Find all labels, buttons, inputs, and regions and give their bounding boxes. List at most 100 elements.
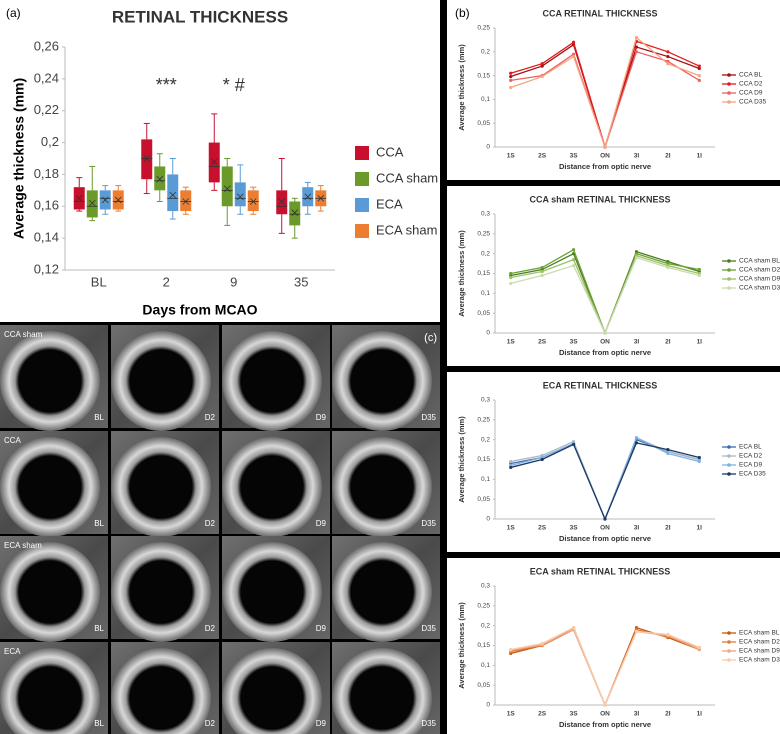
mean-marker: [317, 195, 325, 202]
eye-lens: [241, 561, 303, 623]
panel-label: (a): [6, 6, 21, 20]
point: [509, 275, 513, 280]
point: [571, 40, 576, 44]
eye-lens: [19, 350, 81, 412]
point: [666, 59, 670, 63]
x-tick-label: 9: [230, 274, 237, 289]
annotation: * #: [223, 75, 245, 95]
y-tick-label: 0,2: [481, 49, 490, 56]
x-tick-label: 1I: [697, 525, 703, 532]
legend-label: CCA D35: [739, 99, 766, 106]
x-axis-title: Days from MCAO: [142, 302, 257, 318]
point: [697, 459, 701, 464]
mean-marker: [304, 193, 312, 201]
x-tick-label: 1S: [507, 525, 516, 532]
legend-marker: [727, 445, 731, 449]
legend-label: CCA: [376, 144, 404, 159]
y-axis-title: Average thickness (mm): [11, 78, 27, 239]
box: [234, 182, 246, 207]
y-axis-title: Average thickness (mm): [457, 416, 466, 503]
point: [509, 465, 513, 470]
box: [154, 166, 166, 191]
column-label: BL: [94, 519, 104, 528]
x-tick-label: 2S: [538, 711, 547, 718]
point: [666, 62, 670, 66]
point: [666, 50, 670, 54]
eye-lens: [19, 456, 81, 518]
point: [571, 263, 576, 268]
y-tick-label: 0,25: [477, 25, 490, 32]
legend-marker: [727, 286, 731, 290]
legend-marker: [727, 91, 731, 95]
point: [634, 50, 639, 54]
column-label: D9: [316, 624, 327, 633]
column-label: D9: [316, 719, 327, 728]
mean-marker: [291, 209, 299, 216]
legend-label: CCA D2: [739, 81, 763, 88]
y-tick-label: 0: [486, 516, 490, 523]
legend-label: ECA sham D2: [739, 639, 780, 646]
x-axis-title: Distance from optic nerve: [559, 162, 651, 171]
point: [509, 78, 513, 82]
legend-label: ECA sham BL: [739, 630, 780, 637]
column-label: BL: [94, 719, 104, 728]
y-axis-title: Average thickness (mm): [457, 230, 466, 317]
x-tick-label: ON: [600, 339, 610, 346]
point: [540, 457, 544, 462]
legend-label: ECA D35: [739, 471, 766, 478]
x-tick-label: 1S: [507, 711, 516, 718]
legend-swatch: [355, 172, 369, 186]
box: [180, 190, 192, 212]
legend-marker: [727, 82, 731, 86]
column-label: D2: [205, 719, 216, 728]
y-tick-label: 0,05: [477, 310, 490, 317]
eye-lens: [241, 667, 303, 729]
x-tick-label: BL: [91, 274, 107, 289]
y-tick-label: 0,12: [34, 261, 59, 276]
x-axis-title: Distance from optic nerve: [559, 534, 651, 543]
point: [509, 281, 513, 286]
y-tick-label: 0,3: [481, 211, 490, 218]
legend-label: ECA BL: [739, 444, 762, 451]
point: [634, 436, 639, 440]
legend-label: CCA sham D35: [739, 285, 780, 292]
mean-marker: [88, 199, 96, 207]
point: [634, 630, 639, 634]
x-tick-label: 2: [163, 274, 170, 289]
column-label: D35: [421, 719, 436, 728]
point: [666, 632, 670, 636]
x-tick-label: 3S: [570, 339, 579, 346]
legend-label: ECA sham: [376, 222, 437, 237]
y-tick-label: 0,1: [481, 662, 490, 669]
point: [509, 74, 513, 79]
box: [276, 190, 288, 215]
point: [509, 647, 513, 652]
point: [603, 145, 607, 149]
y-tick-label: 0,16: [34, 198, 59, 213]
point: [666, 54, 670, 59]
y-tick-label: 0,25: [477, 603, 490, 610]
panel-b3: [447, 372, 780, 552]
legend-marker: [727, 277, 731, 281]
mean-marker: [75, 195, 83, 202]
eye-lens: [130, 350, 192, 412]
legend-marker: [727, 640, 731, 644]
panel-label: (c): [424, 332, 437, 344]
y-tick-label: 0,22: [34, 102, 59, 117]
legend-label: CCA BL: [739, 72, 763, 79]
y-tick-label: 0,1: [481, 476, 490, 483]
mean-marker: [223, 185, 231, 193]
point: [697, 64, 701, 68]
point: [540, 64, 544, 68]
x-tick-label: 2I: [665, 711, 671, 718]
mean-marker: [278, 198, 286, 205]
point: [540, 62, 544, 66]
mean-marker: [236, 193, 244, 201]
mean-marker: [114, 196, 122, 204]
x-tick-label: ON: [600, 711, 610, 718]
legend-label: CCA sham D9: [739, 276, 780, 283]
legend-swatch: [355, 146, 369, 160]
box: [221, 166, 233, 207]
y-tick-label: 0,15: [477, 72, 490, 79]
